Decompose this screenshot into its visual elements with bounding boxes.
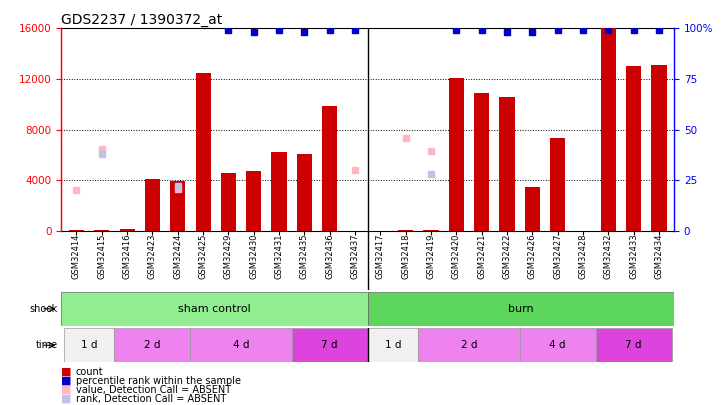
Text: ■: ■ (61, 394, 72, 403)
Text: GSM32429: GSM32429 (224, 234, 233, 279)
Text: GSM32419: GSM32419 (427, 234, 435, 279)
Text: GSM32434: GSM32434 (655, 234, 663, 279)
Bar (398, 230, 413, 231)
Text: GDS2237 / 1390372_at: GDS2237 / 1390372_at (61, 13, 223, 27)
Text: GSM32426: GSM32426 (528, 234, 537, 279)
Bar (297, 153, 312, 231)
Text: ■: ■ (61, 367, 72, 377)
Bar (64, 328, 115, 362)
Text: 2 d: 2 d (461, 340, 477, 350)
Text: GSM32423: GSM32423 (148, 234, 157, 279)
Text: percentile rank within the sample: percentile rank within the sample (76, 376, 241, 386)
Text: shock: shock (30, 304, 58, 314)
Bar (418, 328, 520, 362)
Text: GSM32428: GSM32428 (578, 234, 588, 279)
Bar (145, 179, 160, 231)
Text: 4 d: 4 d (549, 340, 566, 350)
Text: GSM32437: GSM32437 (350, 234, 360, 279)
Text: sham control: sham control (178, 304, 251, 314)
Text: count: count (76, 367, 103, 377)
Text: time: time (35, 340, 58, 350)
Bar (190, 328, 292, 362)
Text: GSM32420: GSM32420 (452, 234, 461, 279)
Bar (61, 292, 368, 326)
Bar (115, 328, 190, 362)
Text: GSM32431: GSM32431 (275, 234, 283, 279)
Bar (246, 171, 261, 231)
Bar (368, 328, 418, 362)
Text: GSM32418: GSM32418 (401, 234, 410, 279)
Text: 2 d: 2 d (144, 340, 161, 350)
Text: GSM32414: GSM32414 (72, 234, 81, 279)
Bar (272, 152, 287, 231)
Bar (292, 328, 368, 362)
Bar (596, 328, 671, 362)
Bar (94, 230, 110, 231)
Bar (474, 93, 490, 231)
Bar (195, 72, 211, 231)
Bar (601, 28, 616, 231)
Text: GSM32417: GSM32417 (376, 234, 385, 279)
Text: GSM32415: GSM32415 (97, 234, 106, 279)
Text: 1 d: 1 d (81, 340, 97, 350)
Text: GSM32421: GSM32421 (477, 234, 486, 279)
Text: 7 d: 7 d (625, 340, 642, 350)
Bar (221, 173, 236, 231)
Text: value, Detection Call = ABSENT: value, Detection Call = ABSENT (76, 385, 231, 394)
Bar (550, 139, 565, 231)
Text: GSM32427: GSM32427 (553, 234, 562, 279)
Text: GSM32435: GSM32435 (300, 234, 309, 279)
Bar (626, 66, 641, 231)
Text: ■: ■ (61, 385, 72, 394)
Text: 7 d: 7 d (322, 340, 338, 350)
Text: 4 d: 4 d (233, 340, 249, 350)
Text: 1 d: 1 d (385, 340, 402, 350)
Text: GSM32425: GSM32425 (198, 234, 208, 279)
Text: GSM32433: GSM32433 (629, 234, 638, 279)
Bar (651, 65, 666, 231)
Text: burn: burn (508, 304, 534, 314)
Text: GSM32436: GSM32436 (325, 234, 335, 279)
Bar (322, 106, 337, 231)
Text: GSM32432: GSM32432 (603, 234, 613, 279)
Text: GSM32424: GSM32424 (173, 234, 182, 279)
Bar (520, 328, 596, 362)
Bar (170, 181, 185, 231)
Text: GSM32430: GSM32430 (249, 234, 258, 279)
Bar (423, 230, 438, 231)
Bar (120, 229, 135, 231)
Bar (525, 187, 540, 231)
Bar (500, 97, 515, 231)
Text: GSM32416: GSM32416 (123, 234, 132, 279)
Text: ■: ■ (61, 376, 72, 386)
Bar (368, 292, 674, 326)
Text: rank, Detection Call = ABSENT: rank, Detection Call = ABSENT (76, 394, 226, 403)
Bar (448, 78, 464, 231)
Bar (69, 230, 84, 231)
Text: GSM32422: GSM32422 (503, 234, 511, 279)
